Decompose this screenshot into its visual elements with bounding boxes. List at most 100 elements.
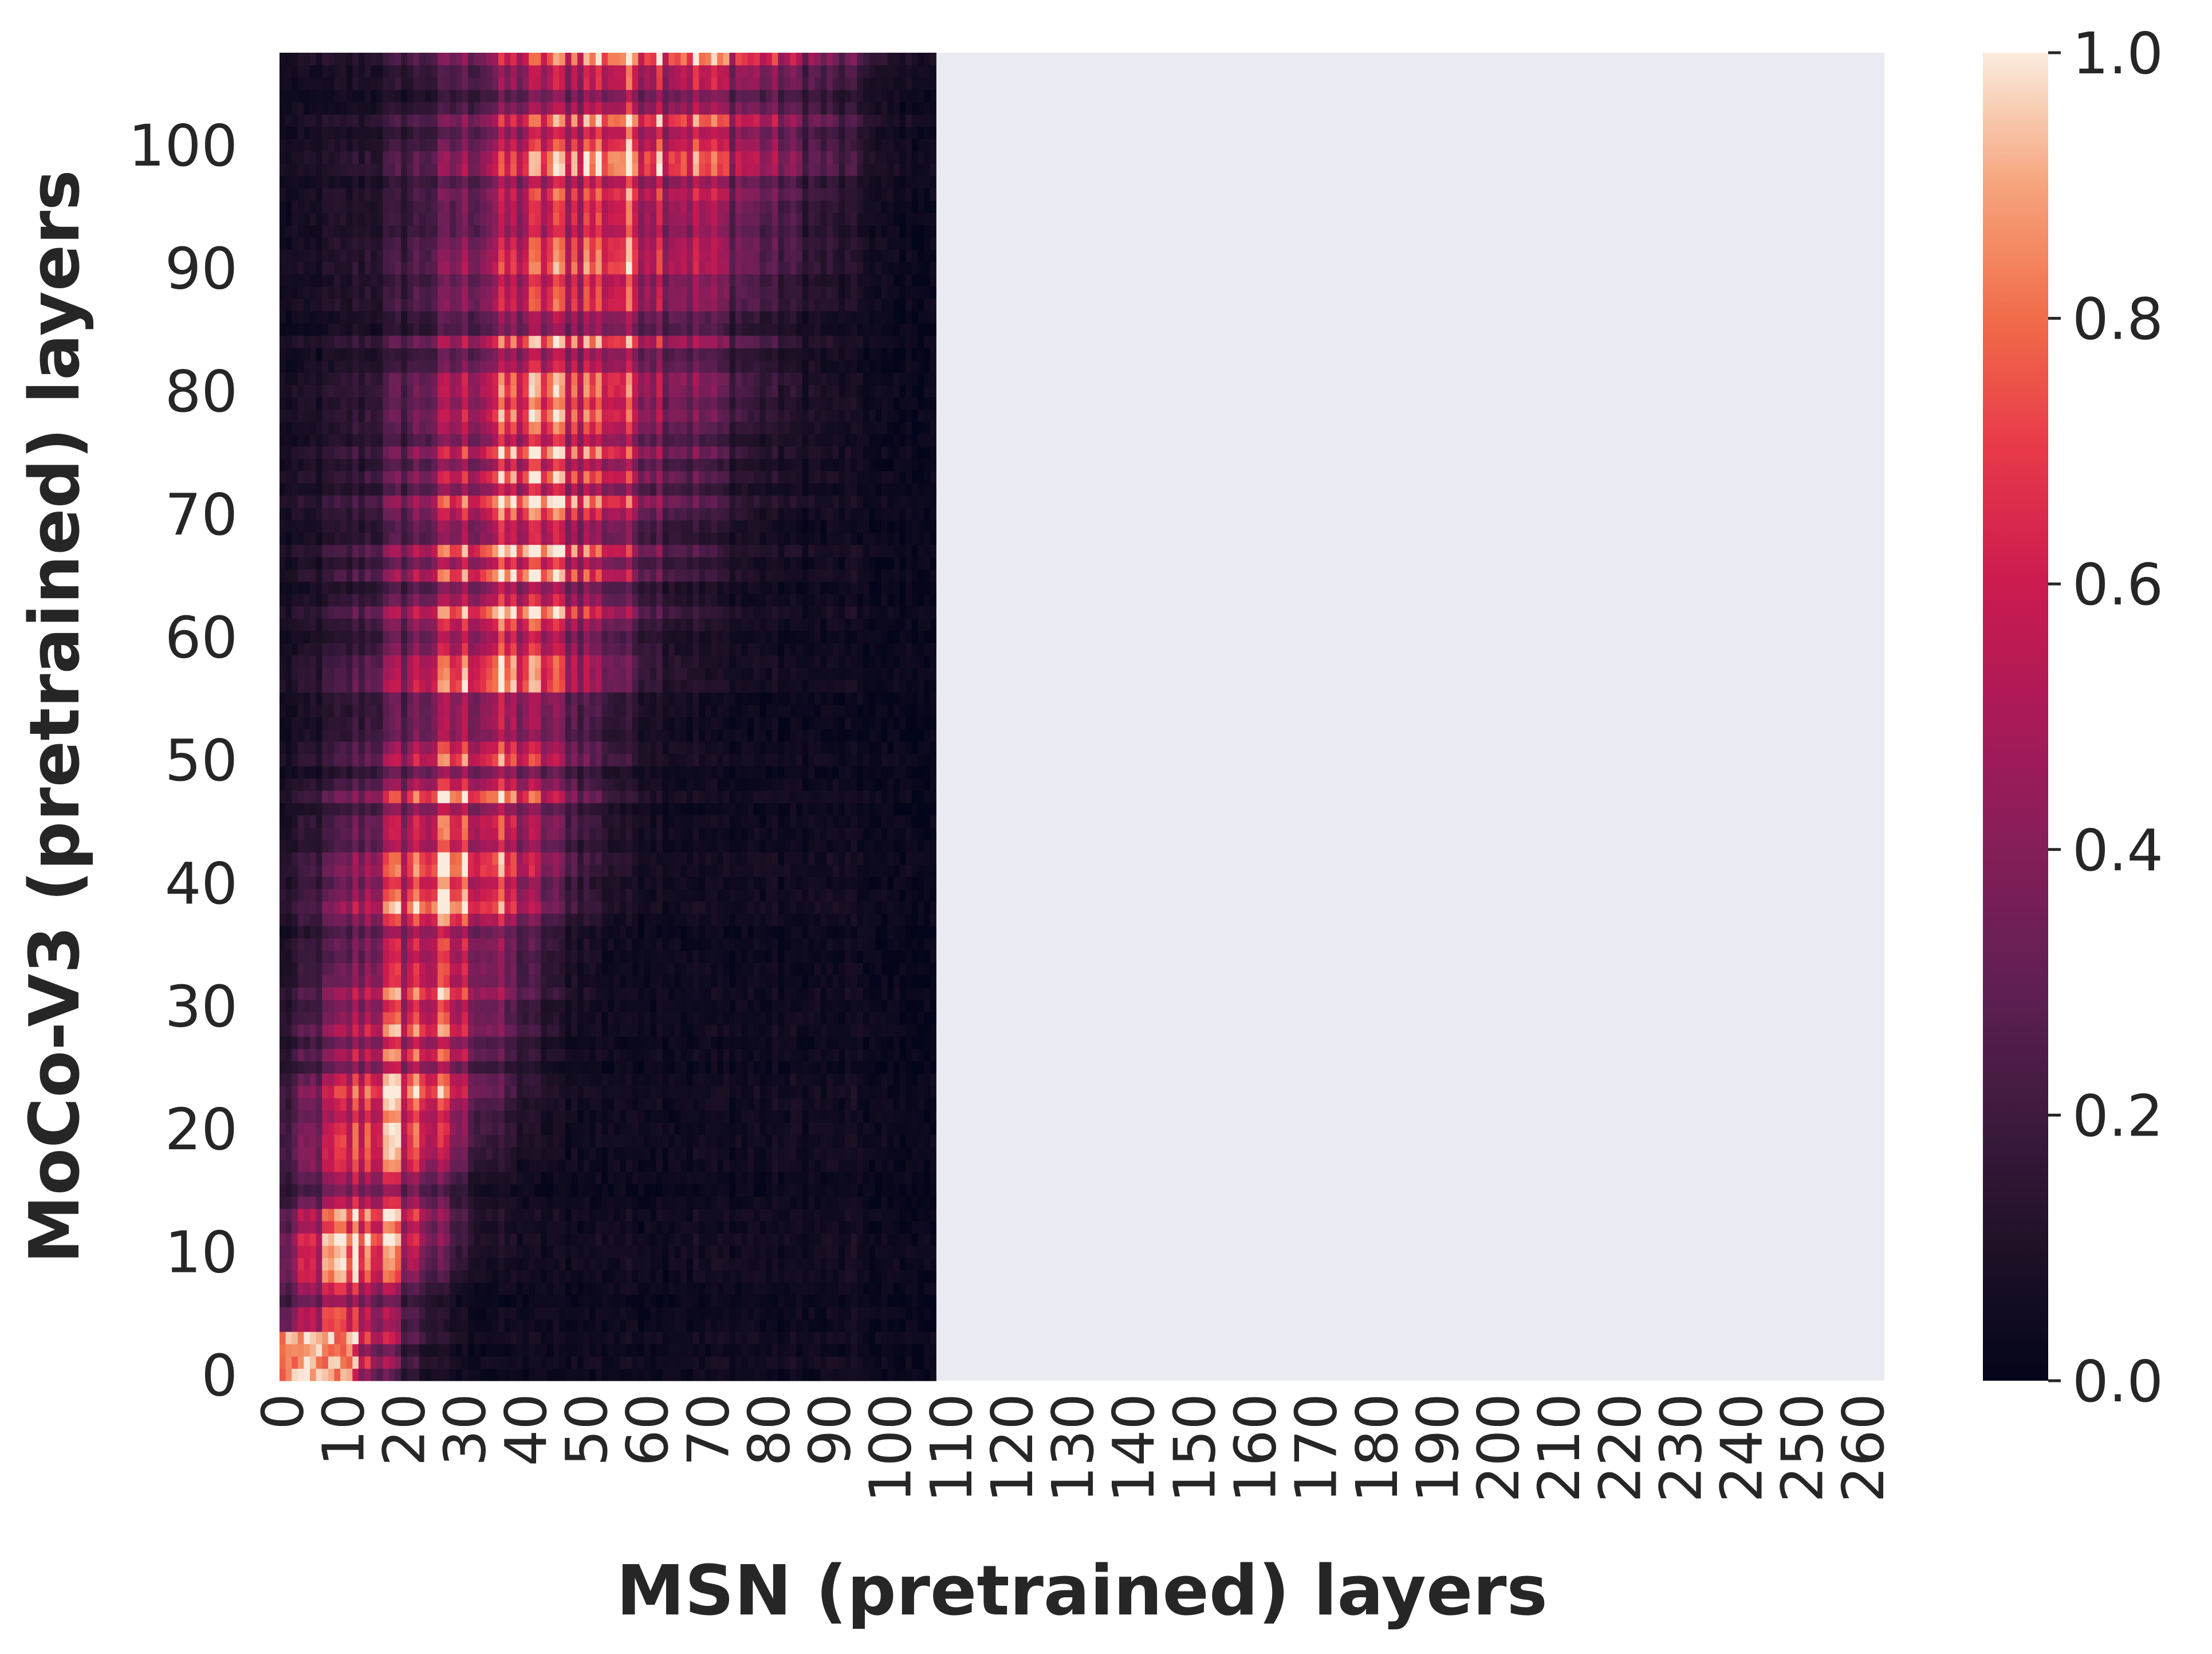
heatmap-cell [523,1331,529,1344]
heatmap-cell [875,1024,881,1037]
heatmap-cell [310,926,316,938]
heatmap-cell [298,987,304,1000]
heatmap-cell [802,1307,809,1319]
heatmap-cell [340,1356,347,1369]
heatmap-cell [766,1036,772,1049]
heatmap-cell [541,987,547,1000]
heatmap-cell [711,1270,718,1283]
heatmap-cell [857,1122,863,1135]
heatmap-cell [310,1073,316,1086]
heatmap-cell [298,1356,304,1369]
heatmap-cell [340,1061,347,1074]
heatmap-cell [857,926,863,938]
heatmap-cell [778,926,784,938]
heatmap-cell [498,1221,505,1233]
heatmap-cell [456,1246,462,1258]
heatmap-cell [468,1344,474,1357]
heatmap-cell [717,962,723,975]
heatmap-cell [510,1233,517,1246]
heatmap-cell [784,1270,790,1283]
heatmap-cell [407,1246,414,1258]
heatmap-cell [620,1282,626,1295]
heatmap-cell [365,1172,371,1184]
heatmap-cell [280,938,286,950]
heatmap-cell [759,1319,766,1332]
heatmap-cell [821,1024,827,1037]
heatmap-cell [535,950,541,963]
heatmap-cell [808,1258,814,1270]
heatmap-cell [650,1331,656,1344]
heatmap-cell [681,1196,687,1209]
heatmap-cell [638,1282,644,1295]
heatmap-cell [298,1307,304,1319]
heatmap-cell [839,1184,845,1197]
heatmap-cell [577,975,584,988]
heatmap-cell [668,1110,675,1123]
heatmap-cell [456,1233,462,1246]
heatmap-cell [541,1344,547,1357]
heatmap-cell [371,1221,377,1233]
heatmap-cell [650,1233,656,1246]
heatmap-cell [589,1344,596,1357]
heatmap-cell [851,1331,857,1344]
heatmap-cell [723,1000,730,1012]
heatmap-cell [912,1098,918,1110]
heatmap-cell [638,1086,644,1098]
heatmap-cell [304,1209,310,1221]
heatmap-cell [742,1196,748,1209]
heatmap-cell [826,1246,833,1258]
heatmap-cell [705,1012,711,1024]
heatmap-cell [565,1356,572,1369]
heatmap-cell [565,1246,572,1258]
heatmap-cell [845,987,851,1000]
heatmap-cell [930,1295,936,1307]
heatmap-cell [668,1098,675,1110]
heatmap-cell [474,1282,481,1295]
heatmap-cell [505,1135,511,1148]
heatmap-cell [553,1344,560,1357]
heatmap-cell [480,1307,486,1319]
heatmap-cell [626,1160,632,1172]
heatmap-cell [717,1258,723,1270]
heatmap-cell [414,1147,420,1160]
heatmap-cell [632,1147,639,1160]
heatmap-cell [790,1110,797,1123]
heatmap-cell [395,1036,402,1049]
heatmap-cell [280,1319,286,1332]
heatmap-cell [729,1098,735,1110]
heatmap-cell [693,1160,699,1172]
heatmap-cell [334,1319,341,1332]
heatmap-cell [316,1319,322,1332]
heatmap-cell [638,938,644,950]
heatmap-cell [693,1356,699,1369]
heatmap-cell [778,1196,784,1209]
heatmap-cell [912,1356,918,1369]
heatmap-cell [498,1270,505,1283]
heatmap-cell [918,1147,924,1160]
heatmap-cell [395,1246,402,1258]
heatmap-cell [505,1196,511,1209]
heatmap-cell [529,1307,535,1319]
heatmap-cell [638,1209,644,1221]
heatmap-cell [565,1307,572,1319]
heatmap-cell [687,1160,693,1172]
heatmap-cell [754,1344,760,1357]
heatmap-cell [735,1024,742,1037]
heatmap-cell [699,1098,705,1110]
heatmap-cell [930,1073,936,1086]
heatmap-cell [462,1012,468,1024]
heatmap-cell [328,1012,334,1024]
heatmap-cell [480,962,486,975]
heatmap-cell [292,1356,298,1369]
heatmap-cell [796,1000,802,1012]
heatmap-cell [814,1233,821,1246]
heatmap-cell [565,1049,572,1062]
heatmap-cell [589,1036,596,1049]
heatmap-cell [589,1246,596,1258]
heatmap-cell [668,1270,675,1283]
heatmap-cell [474,1209,481,1221]
heatmap-cell [845,1221,851,1233]
heatmap-cell [352,1319,359,1332]
heatmap-cell [371,1110,377,1123]
heatmap-cell [717,1319,723,1332]
